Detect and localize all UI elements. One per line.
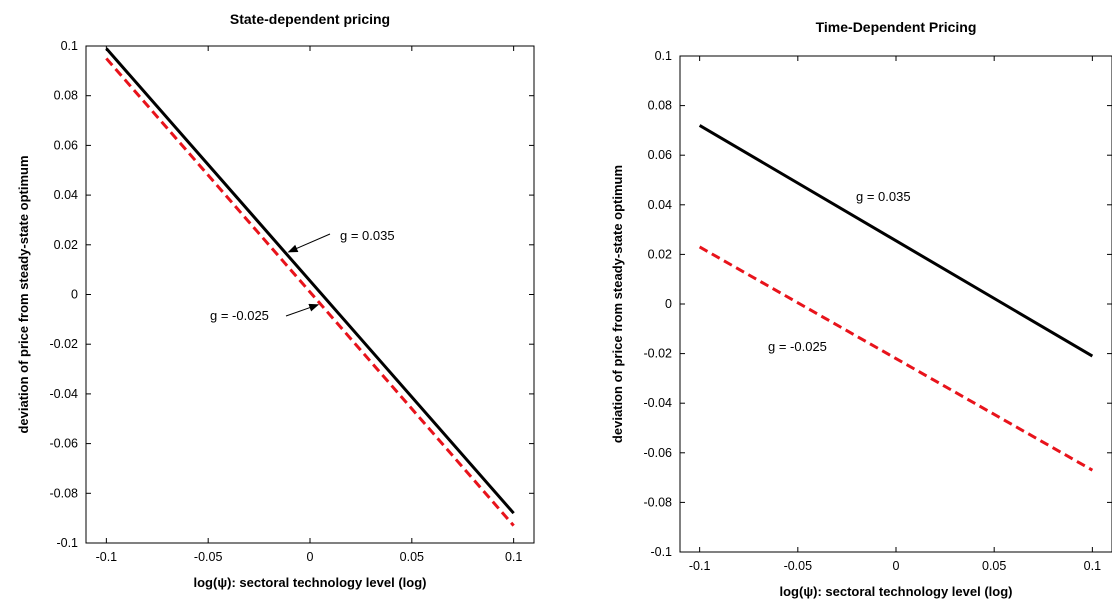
y-tick-label: -0.04 [644, 396, 673, 410]
y-tick-label: -0.04 [50, 387, 79, 401]
y-tick-label: 0.1 [61, 39, 78, 53]
plot-frame [85, 45, 535, 544]
chart-title: Time-Dependent Pricing [816, 19, 977, 35]
annotation-arrow [287, 233, 331, 253]
chart-panel-2: -0.1 -0.05 0 0.05 0.1 -0.1 -0.08 -0.06 -0.04 -0.0… [610, 19, 1112, 599]
y-tick-label: -0.1 [56, 536, 78, 550]
y-axis-label: deviation of price from steady-state opt… [610, 165, 625, 443]
x-tick-label: 0.05 [400, 550, 424, 564]
y-tick-label: -0.08 [50, 486, 79, 500]
x-tick-label: 0.1 [1084, 559, 1101, 573]
x-axis-label: log(ψ): sectoral technology level (log) [780, 584, 1013, 599]
annotation-label: g = 0.035 [856, 189, 911, 204]
y-tick-label: -0.1 [650, 545, 672, 559]
series-line-2 [698, 245, 1094, 472]
series-line-1 [105, 47, 515, 515]
y-tick-label: 0.02 [54, 238, 78, 252]
y-tick-label: 0 [665, 297, 672, 311]
y-tick-label: -0.02 [50, 337, 79, 351]
y-tick-label: -0.06 [50, 437, 79, 451]
y-tick-label: 0.08 [648, 99, 672, 113]
y-tick-label: -0.02 [644, 347, 673, 361]
annotation-label: g = 0.035 [340, 228, 395, 243]
x-tick-label: 0 [893, 559, 900, 573]
y-tick-label: 0.06 [648, 148, 672, 162]
series-line-1 [698, 124, 1094, 358]
chart-panel-1: -0.1 -0.05 0 0.05 0.1 -0.1 -0.08 -0.06 -0.04 -0.0… [16, 11, 535, 590]
y-axis-label: deviation of price from steady-state opt… [16, 155, 31, 433]
y-tick-label: 0.06 [54, 138, 78, 152]
x-tick-label: -0.1 [689, 559, 711, 573]
annotation-label: g = -0.025 [768, 339, 827, 354]
x-tick-label: -0.05 [194, 550, 223, 564]
y-tick-label: -0.08 [644, 495, 673, 509]
x-tick-label: -0.1 [96, 550, 118, 564]
annotation-label: g = -0.025 [210, 308, 269, 323]
y-tick-label: 0.1 [655, 49, 672, 63]
y-tick-label: -0.06 [644, 446, 673, 460]
y-tick-label: 0.02 [648, 247, 672, 261]
x-tick-label: 0.1 [505, 550, 522, 564]
series-line-2 [105, 57, 515, 527]
annotation-arrow [285, 303, 320, 317]
y-tick-label: 0.04 [54, 188, 78, 202]
y-tick-label: 0.04 [648, 198, 672, 212]
y-tick-label: 0.08 [54, 89, 78, 103]
x-tick-label: 0 [307, 550, 314, 564]
plot-frame [679, 55, 1112, 553]
x-axis-label: log(ψ): sectoral technology level (log) [194, 575, 427, 590]
x-tick-label: -0.05 [784, 559, 813, 573]
y-tick-label: 0 [71, 288, 78, 302]
x-tick-label: 0.05 [982, 559, 1006, 573]
chart-title: State-dependent pricing [230, 11, 390, 27]
